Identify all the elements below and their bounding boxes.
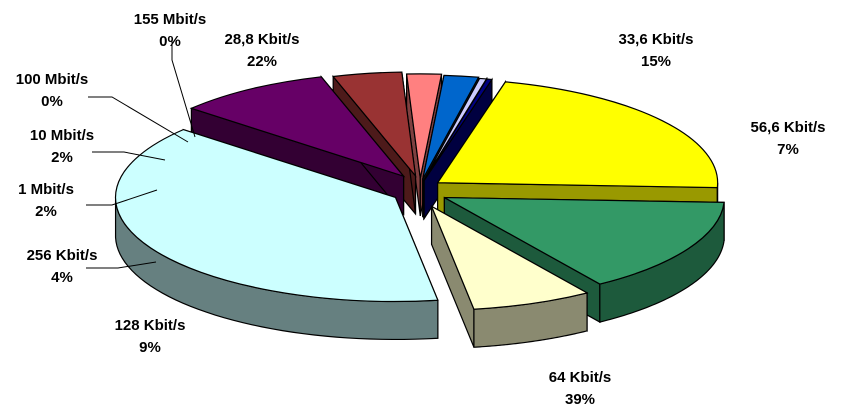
pie-slice-top <box>444 196 725 285</box>
slice-percent: 39% <box>565 391 595 408</box>
pie-slice <box>430 205 589 348</box>
slice-label: 128 Kbit/s <box>115 317 186 334</box>
slice-label: 33,6 Kbit/s <box>618 31 693 48</box>
slice-label: 256 Kbit/s <box>27 247 98 264</box>
slice-label: 1 Mbit/s <box>18 181 74 198</box>
slice-percent: 22% <box>247 53 277 70</box>
slice-percent: 2% <box>35 203 57 220</box>
leader-line <box>86 189 158 206</box>
leader-line <box>171 38 196 138</box>
slice-label: 56,6 Kbit/s <box>750 119 825 136</box>
slice-percent: 0% <box>41 93 63 110</box>
pie-slices <box>114 71 725 348</box>
pie-slice-top <box>430 205 589 310</box>
slice-label: 28,8 Kbit/s <box>224 31 299 48</box>
pie-slice-top <box>114 128 439 303</box>
pie-slice-top <box>405 73 443 179</box>
slice-percent: 15% <box>641 53 671 70</box>
slice-percent: 0% <box>159 33 181 50</box>
slice-label: 64 Kbit/s <box>549 369 612 386</box>
slice-label: 155 Mbit/s <box>134 11 207 28</box>
pie-slice-top <box>189 76 406 178</box>
leader-line <box>92 151 166 161</box>
pie-slice-top <box>423 78 493 181</box>
leader-line <box>88 96 189 143</box>
slice-labels: 28,8 Kbit/s 22% 33,6 Kbit/s 15% 56,6 Kbit/s 7… <box>16 11 826 408</box>
pie-slice <box>114 128 439 341</box>
pie-slice-top <box>422 74 480 180</box>
pie-slice-top <box>331 71 417 178</box>
slice-label: 100 Mbit/s <box>16 71 89 88</box>
leader-line <box>86 261 157 269</box>
pie-slice-top <box>436 81 719 189</box>
slice-label: 10 Mbit/s <box>30 127 94 144</box>
slice-percent: 4% <box>51 269 73 286</box>
slice-percent: 7% <box>777 141 799 158</box>
leader-lines <box>86 38 196 269</box>
slice-percent: 2% <box>51 149 73 166</box>
slice-percent: 9% <box>139 339 161 356</box>
